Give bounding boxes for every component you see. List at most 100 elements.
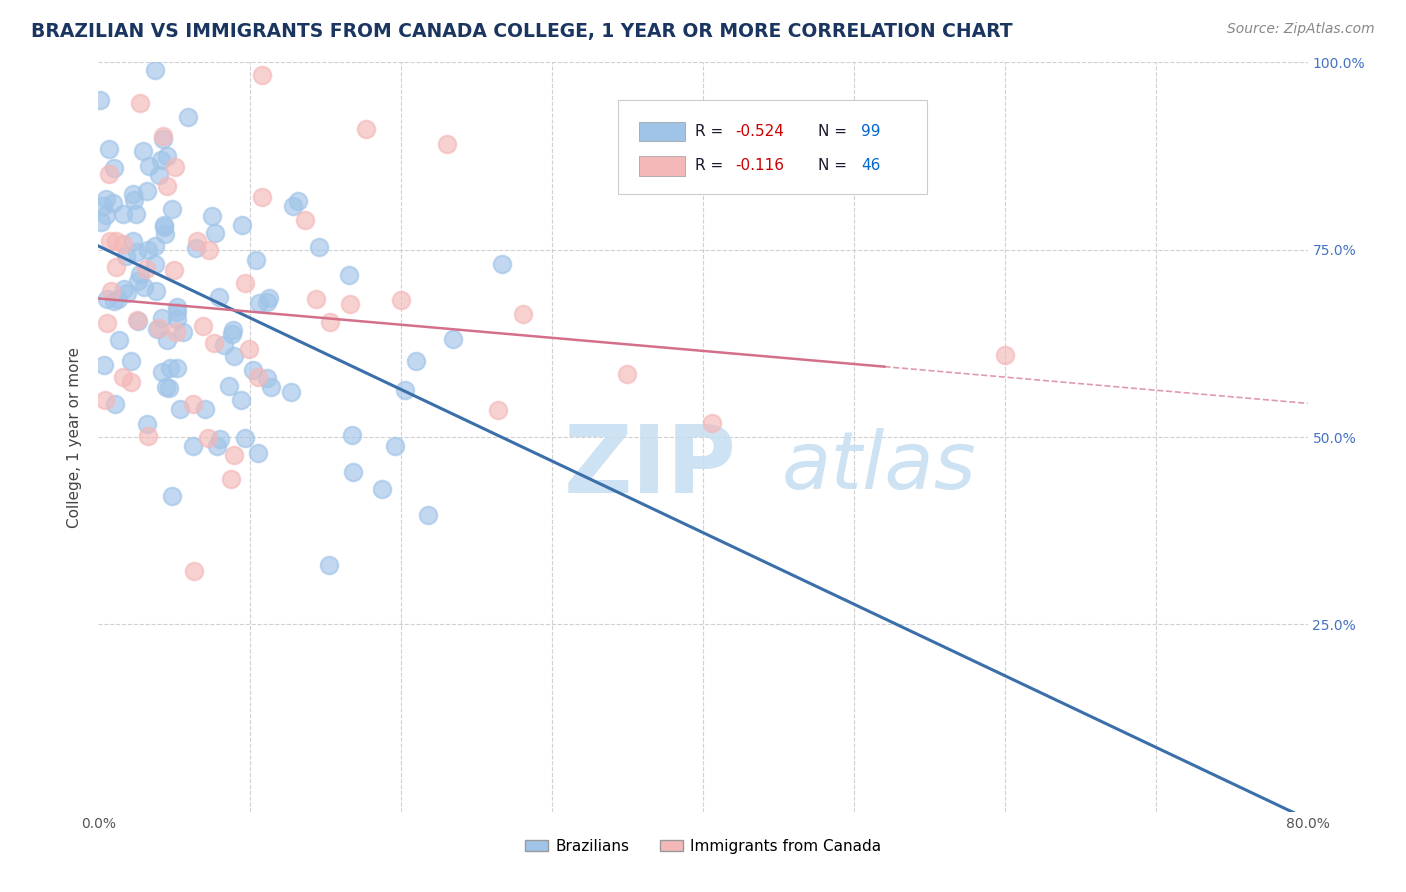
Point [115, 286, 138, 301]
Point [148, 168, 170, 182]
Point [194, 401, 217, 416]
Point [121, 354, 143, 368]
Text: -0.524: -0.524 [735, 124, 785, 139]
Point [112, 282, 135, 296]
Point [389, 293, 412, 308]
Point [319, 315, 342, 329]
Point [93, 358, 115, 372]
Point [93, 393, 115, 408]
Point [224, 349, 246, 363]
Point [250, 68, 273, 82]
Point [245, 252, 267, 267]
Point [247, 370, 270, 384]
Point [135, 262, 157, 277]
Point [150, 153, 173, 167]
Point [247, 296, 270, 310]
Point [214, 337, 236, 351]
Point [157, 381, 180, 395]
Point [129, 267, 152, 281]
Point [98, 234, 121, 248]
Point [156, 333, 179, 347]
Point [208, 290, 231, 304]
Point [231, 219, 253, 233]
Point [233, 431, 256, 445]
Point [127, 274, 149, 288]
Text: BRAZILIAN VS IMMIGRANTS FROM CANADA COLLEGE, 1 YEAR OR MORE CORRELATION CHART: BRAZILIAN VS IMMIGRANTS FROM CANADA COLL… [31, 22, 1012, 41]
Point [156, 149, 179, 163]
Point [135, 184, 157, 198]
Point [108, 333, 131, 347]
Point [136, 243, 159, 257]
Point [89, 93, 111, 107]
Point [165, 160, 187, 174]
Point [96, 192, 118, 206]
Point [354, 122, 377, 136]
Point [201, 209, 224, 223]
Point [165, 325, 187, 339]
Point [121, 234, 143, 248]
Point [104, 397, 127, 411]
Point [160, 489, 183, 503]
Point [242, 363, 264, 377]
Point [143, 62, 166, 77]
Point [166, 305, 188, 319]
Point [104, 260, 127, 274]
Point [127, 245, 149, 260]
Text: 46: 46 [862, 159, 880, 173]
Point [94, 208, 117, 222]
Point [120, 375, 142, 389]
Point [97, 142, 120, 156]
Point [486, 403, 509, 417]
Point [103, 293, 125, 308]
Point [197, 432, 219, 446]
Point [91, 199, 114, 213]
Point [155, 380, 177, 394]
Point [152, 128, 174, 143]
Point [616, 368, 638, 382]
Point [221, 326, 243, 341]
Point [115, 249, 138, 263]
Point [136, 417, 159, 432]
Y-axis label: College, 1 year or more: College, 1 year or more [67, 347, 83, 527]
Point [318, 558, 340, 573]
Point [129, 95, 152, 110]
Point [150, 310, 173, 325]
Point [148, 321, 170, 335]
Point [370, 482, 392, 496]
Point [280, 384, 302, 399]
Point [183, 397, 205, 411]
Point [146, 322, 169, 336]
Point [166, 361, 188, 376]
Point [90, 215, 112, 229]
Point [150, 365, 173, 379]
Point [124, 194, 146, 208]
Point [166, 300, 188, 314]
Point [702, 416, 724, 430]
Point [138, 159, 160, 173]
Text: atlas: atlas [782, 428, 976, 506]
Point [994, 348, 1017, 362]
Point [121, 186, 143, 201]
Point [125, 207, 148, 221]
Point [162, 263, 184, 277]
Point [111, 236, 134, 251]
Text: Source: ZipAtlas.com: Source: ZipAtlas.com [1227, 22, 1375, 37]
Point [155, 179, 177, 194]
Point [107, 292, 129, 306]
Point [138, 429, 160, 443]
Point [134, 280, 156, 294]
Point [169, 402, 191, 417]
Point [104, 234, 127, 248]
Point [512, 307, 534, 321]
Point [97, 167, 120, 181]
Text: N =: N = [818, 124, 852, 139]
Point [491, 257, 513, 271]
Point [238, 343, 260, 357]
Point [441, 332, 464, 346]
Legend: Brazilians, Immigrants from Canada: Brazilians, Immigrants from Canada [519, 833, 887, 860]
Point [208, 432, 231, 446]
Bar [638, 156, 685, 176]
Point [224, 448, 246, 462]
Text: R =: R = [695, 124, 728, 139]
Point [160, 202, 183, 216]
